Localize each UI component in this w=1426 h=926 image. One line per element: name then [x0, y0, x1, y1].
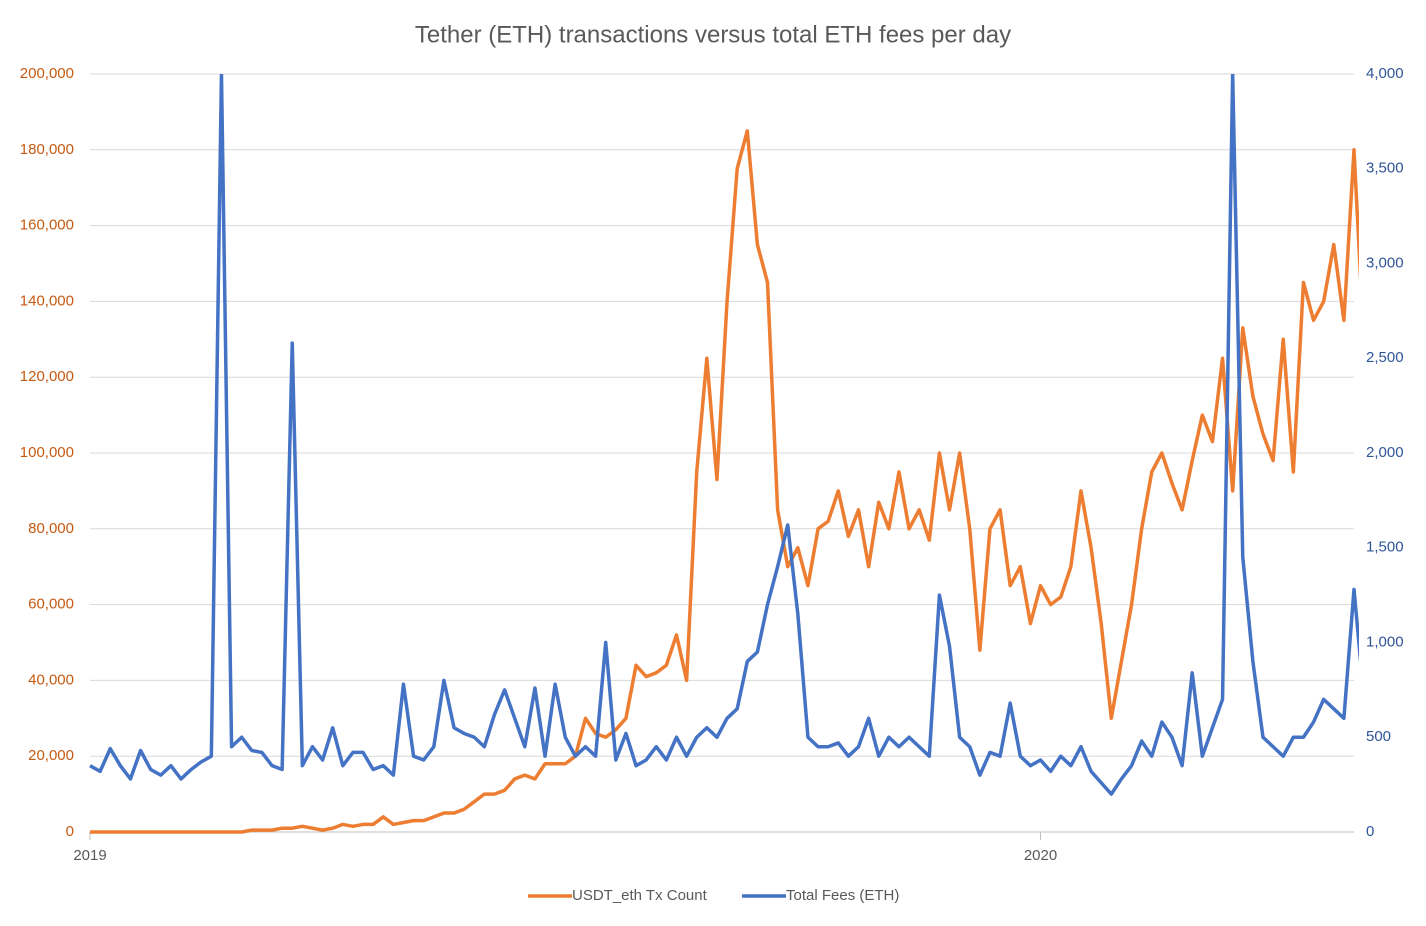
chart-title: Tether (ETH) transactions versus total E… — [415, 21, 1011, 48]
y-tick-label: 80,000 — [28, 520, 74, 537]
y2-tick-label: 1,500 — [1366, 539, 1404, 556]
y-tick-label: 20,000 — [28, 747, 74, 764]
y-tick-label: 120,000 — [20, 368, 74, 385]
series-line — [90, 129, 1359, 834]
y2-tick-label: 4,000 — [1366, 65, 1404, 82]
y2-tick-label: 500 — [1366, 728, 1391, 745]
x-tick-label: 2020 — [1024, 847, 1057, 864]
y-tick-label: 140,000 — [20, 292, 74, 309]
y2-tick-label: 1,000 — [1366, 633, 1404, 650]
legend-label: USDT_eth Tx Count — [572, 887, 708, 904]
y-tick-label: 100,000 — [20, 444, 74, 461]
y-tick-label: 200,000 — [20, 65, 74, 82]
legend-label: Total Fees (ETH) — [786, 887, 899, 904]
series-line — [89, 74, 1359, 796]
y-tick-label: 60,000 — [28, 596, 74, 613]
y-tick-label: 40,000 — [28, 671, 74, 688]
y2-tick-label: 0 — [1366, 823, 1374, 840]
y2-tick-label: 2,500 — [1366, 349, 1404, 366]
y2-tick-label: 3,000 — [1366, 254, 1404, 271]
y-tick-label: 180,000 — [20, 141, 74, 158]
x-tick-label: 2019 — [73, 847, 106, 864]
y2-tick-label: 2,000 — [1366, 444, 1404, 461]
y-tick-label: 0 — [66, 823, 74, 840]
y2-tick-label: 3,500 — [1366, 160, 1404, 177]
y-tick-label: 160,000 — [20, 217, 74, 234]
